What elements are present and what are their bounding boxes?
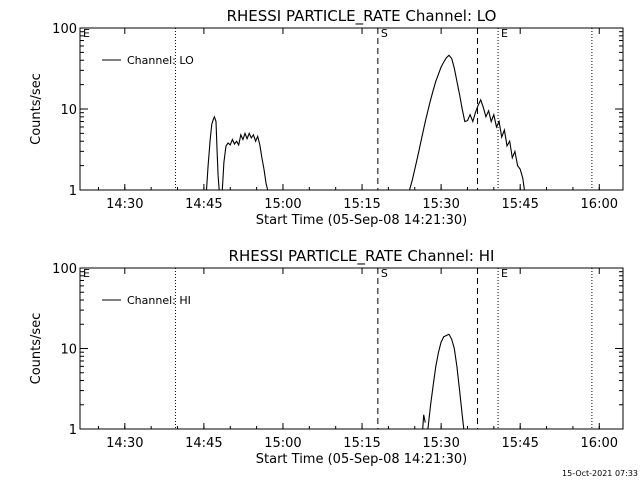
event-marker-label: E bbox=[83, 267, 90, 280]
y-tick-label: 1 bbox=[69, 423, 77, 438]
series-line bbox=[221, 131, 269, 190]
x-tick-label: 15:45 bbox=[501, 436, 538, 451]
y-tick-label: 10 bbox=[60, 103, 77, 118]
y-tick-label: 100 bbox=[52, 262, 77, 277]
x-tick-label: 15:00 bbox=[264, 436, 301, 451]
event-marker-label: S bbox=[381, 27, 388, 40]
y-tick-label: 1 bbox=[69, 184, 77, 199]
x-tick-label: 14:45 bbox=[185, 197, 222, 212]
series-line bbox=[422, 414, 426, 429]
plot-frame bbox=[79, 27, 624, 191]
series-line bbox=[427, 333, 465, 429]
legend-entry: Channel: LO bbox=[127, 54, 194, 67]
legend-entry: Channel: HI bbox=[127, 294, 191, 307]
event-marker-label: E bbox=[83, 27, 90, 40]
x-tick-label: 14:30 bbox=[106, 197, 143, 212]
x-tick-label: 15:30 bbox=[422, 436, 459, 451]
x-tick-label: 14:45 bbox=[185, 436, 222, 451]
x-axis-label: Start Time (05-Sep-08 14:21:30) bbox=[256, 213, 467, 228]
plot-frame bbox=[79, 267, 624, 430]
event-marker-label: S bbox=[381, 267, 388, 280]
x-tick-label: 14:30 bbox=[106, 436, 143, 451]
x-tick-label: 15:30 bbox=[422, 197, 459, 212]
y-axis-label: Counts/sec bbox=[29, 73, 44, 145]
y-tick-label: 10 bbox=[60, 343, 77, 358]
series-line bbox=[205, 115, 220, 190]
x-tick-label: 15:45 bbox=[501, 197, 538, 212]
y-axis-label: Counts/sec bbox=[29, 313, 44, 385]
chart-lo-channel: RHESSI PARTICLE_RATE Channel: LO 14:30 14:… bbox=[29, 7, 624, 228]
x-tick-label: 16:00 bbox=[581, 197, 618, 212]
x-axis-label: Start Time (05-Sep-08 14:21:30) bbox=[256, 452, 467, 467]
series-line bbox=[408, 54, 525, 190]
y-tick-label: 100 bbox=[52, 22, 77, 37]
timestamp-footer: 15-Oct-2021 07:33 bbox=[562, 469, 638, 478]
x-tick-label: 15:15 bbox=[343, 436, 380, 451]
chart-hi-channel: RHESSI PARTICLE_RATE Channel: HI 14:30 14:… bbox=[29, 247, 624, 467]
chart-title: RHESSI PARTICLE_RATE Channel: HI bbox=[229, 247, 495, 266]
x-tick-label: 16:00 bbox=[581, 436, 618, 451]
x-tick-label: 15:15 bbox=[343, 197, 380, 212]
event-marker-label: E bbox=[501, 267, 508, 280]
chart-title: RHESSI PARTICLE_RATE Channel: LO bbox=[227, 7, 497, 26]
event-marker-label: E bbox=[501, 27, 508, 40]
x-tick-label: 15:00 bbox=[264, 197, 301, 212]
